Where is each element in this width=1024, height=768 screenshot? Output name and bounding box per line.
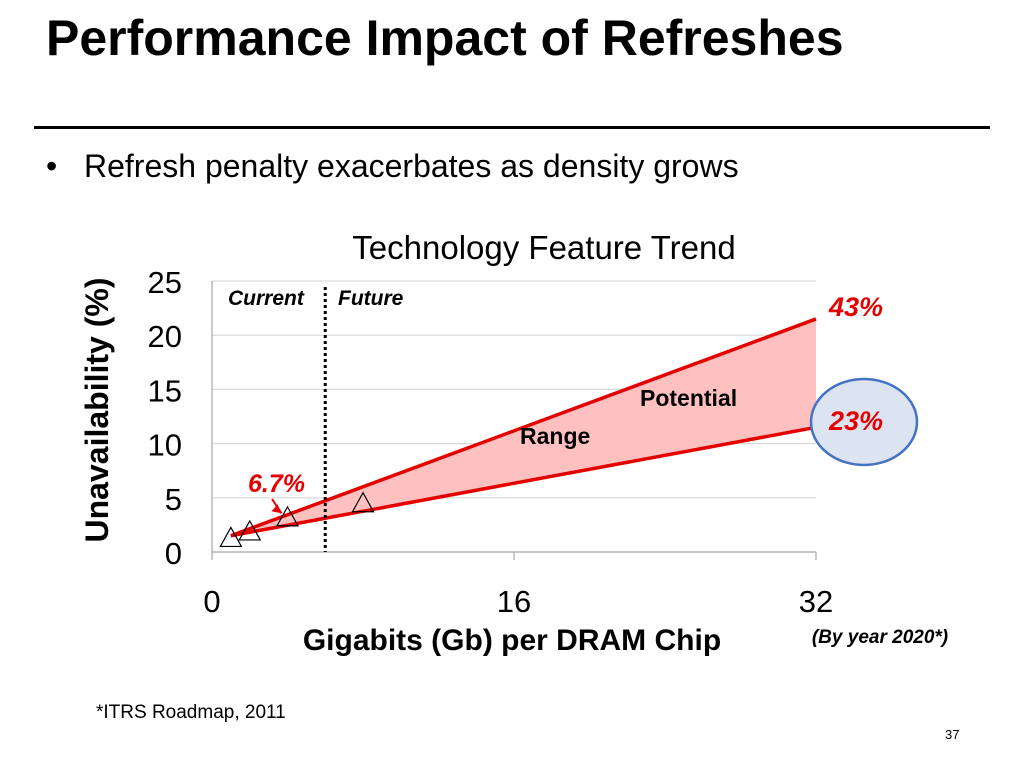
y-tick-label: 0 (165, 536, 182, 571)
lower-bound-line (230, 425, 817, 538)
annotation-23: 23% (828, 406, 883, 436)
title-divider (34, 126, 990, 129)
range-label-range: Range (520, 423, 590, 449)
slide-title: Performance Impact of Refreshes (46, 10, 844, 66)
y-tick-label: 25 (148, 265, 182, 300)
annotations: 6.7% 43% 23% (248, 292, 919, 514)
annotation-43: 43% (828, 292, 883, 322)
arrow-head (271, 504, 282, 514)
upper-bound-line (230, 317, 817, 538)
x-axis-note: (By year 2020*) (812, 627, 948, 648)
y-tick-label: 5 (165, 482, 182, 517)
x-tick-label: 32 (799, 584, 833, 619)
axes: 0 5 10 15 20 25 0 16 32 (148, 265, 834, 619)
triangle-marker (351, 491, 375, 513)
future-region-label: Future (338, 287, 404, 310)
annotation-6-7: 6.7% (248, 470, 305, 498)
bullet-point: • Refresh penalty exacerbates as density … (46, 146, 739, 186)
chart-title: Technology Feature Trend (352, 229, 735, 266)
highlight-circle (809, 377, 919, 467)
triangle-marker (238, 519, 262, 541)
y-axis-label: Unavailability (%) (79, 278, 115, 543)
x-tick-label: 0 (203, 584, 220, 619)
footnote: *ITRS Roadmap, 2011 (96, 702, 286, 723)
triangle-marker (219, 526, 243, 548)
page-number: 37 (945, 727, 960, 742)
x-tick-label: 16 (497, 584, 531, 619)
y-tick-label: 10 (148, 428, 182, 463)
data-markers (219, 491, 375, 548)
bullet-symbol: • (46, 148, 58, 184)
y-tick-label: 20 (148, 319, 182, 354)
range-label-potential: Potential (640, 385, 737, 411)
x-axis-label: Gigabits (Gb) per DRAM Chip (303, 624, 721, 657)
triangle-marker (275, 505, 300, 527)
y-tick-label: 15 (148, 373, 182, 408)
potential-range (230, 317, 817, 538)
current-region-label: Current (228, 287, 305, 310)
bullet-text: Refresh penalty exacerbates as density g… (84, 148, 739, 184)
